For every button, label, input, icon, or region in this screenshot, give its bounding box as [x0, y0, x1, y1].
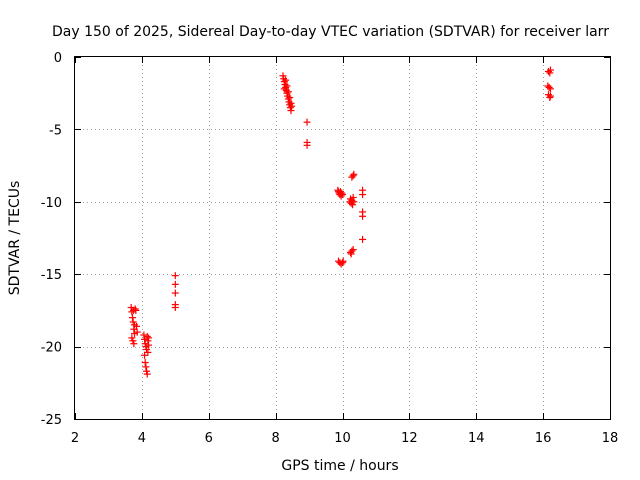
data-point	[143, 332, 151, 340]
plot-frame	[74, 56, 611, 420]
data-point	[339, 257, 347, 265]
y-tick-label: -10	[41, 196, 62, 211]
data-point	[546, 94, 554, 102]
data-point	[140, 331, 148, 339]
data-point	[282, 76, 290, 84]
x-tick-label: 14	[468, 431, 485, 446]
chart-title: Day 150 of 2025, Sidereal Day-to-day VTE…	[52, 24, 609, 40]
data-point	[144, 348, 152, 356]
x-tick-label: 6	[205, 431, 213, 446]
data-point	[131, 321, 139, 329]
x-tick-label: 8	[271, 431, 279, 446]
data-point	[359, 212, 367, 220]
data-point	[339, 191, 346, 199]
data-point	[171, 272, 179, 280]
data-point	[129, 314, 137, 322]
data-point	[359, 235, 367, 243]
data-point	[349, 193, 357, 201]
data-point	[145, 341, 153, 349]
data-points	[127, 66, 554, 378]
x-tick-labels: 2 4 6 8 10 12 14 16 18	[71, 431, 618, 446]
data-point	[546, 92, 554, 100]
x-tick-label: 12	[401, 431, 418, 446]
data-point	[171, 289, 179, 297]
data-point	[545, 83, 553, 91]
data-point	[303, 141, 311, 149]
data-point	[141, 359, 149, 367]
grid-lines	[75, 57, 610, 419]
data-point	[288, 102, 296, 110]
data-point	[350, 198, 358, 206]
y-tick-label: -25	[41, 413, 62, 428]
x-tick-label: 18	[602, 431, 619, 446]
y-tick-label: -15	[41, 268, 62, 283]
data-point	[287, 107, 295, 115]
y-tick-labels: 0 -5 -10 -15 -20 -25	[41, 51, 62, 428]
axis-ticks	[75, 57, 611, 420]
data-point	[347, 250, 355, 258]
y-axis-label: SDTVAR / TECUs	[7, 181, 23, 296]
data-point	[145, 334, 153, 342]
data-point	[546, 85, 554, 93]
data-point	[350, 170, 358, 178]
data-point	[359, 191, 367, 199]
data-point	[349, 246, 357, 254]
data-point	[349, 172, 357, 180]
data-point	[131, 305, 139, 313]
data-point	[546, 66, 554, 74]
x-tick-label: 4	[138, 431, 146, 446]
data-point	[284, 88, 292, 96]
data-point	[133, 328, 141, 336]
data-point	[286, 94, 294, 102]
data-point	[143, 370, 151, 378]
data-point	[339, 259, 346, 267]
x-axis-label: GPS time / hours	[281, 458, 398, 474]
x-tick-label: 16	[535, 431, 552, 446]
data-point	[303, 118, 311, 126]
y-tick-label: -5	[49, 123, 62, 138]
data-point	[171, 280, 179, 288]
data-point	[338, 189, 346, 197]
y-tick-label: 0	[54, 51, 62, 66]
data-point	[130, 340, 138, 348]
data-point	[171, 304, 179, 312]
x-tick-label: 10	[334, 431, 351, 446]
data-point	[130, 306, 138, 314]
x-tick-label: 2	[71, 431, 79, 446]
y-tick-label: -20	[41, 341, 62, 356]
data-point	[142, 363, 150, 371]
data-point	[280, 85, 288, 93]
